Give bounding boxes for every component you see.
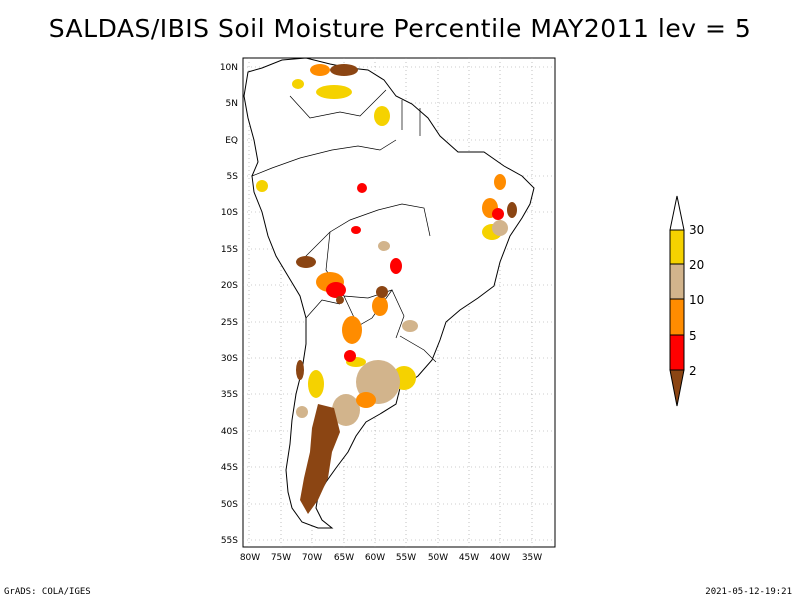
map-title: SALDAS/IBIS Soil Moisture Percentile MAY… xyxy=(48,14,752,43)
lon-labels: 80W 75W 70W 65W 60W 55W 50W 45W 40W 35W xyxy=(240,553,542,563)
legend-swatch-10-20 xyxy=(669,263,685,300)
lat-label: 35S xyxy=(221,390,238,400)
lat-label: EQ xyxy=(225,136,238,146)
lon-label: 40W xyxy=(490,553,510,563)
lon-label: 65W xyxy=(334,553,354,563)
lon-label: 35W xyxy=(522,553,542,563)
lat-label: 55S xyxy=(221,536,238,546)
lon-label: 70W xyxy=(302,553,322,563)
legend-label: 2 xyxy=(689,364,697,378)
footer-credit: GrADS: COLA/IGES xyxy=(4,587,91,597)
legend-arrow-top xyxy=(669,195,685,231)
lat-label: 50S xyxy=(221,500,238,510)
legend-swatch-2-5 xyxy=(669,334,685,371)
field-2-5 xyxy=(326,183,504,362)
lat-label: 25S xyxy=(221,318,238,328)
legend-label: 10 xyxy=(689,293,704,307)
field-20-30 xyxy=(256,79,502,398)
lat-label: 10N xyxy=(220,63,238,73)
lat-label: 45S xyxy=(221,463,238,473)
lon-label: 50W xyxy=(428,553,448,563)
percentile-field xyxy=(256,64,517,514)
color-legend xyxy=(669,195,685,407)
legend-swatch-20-30 xyxy=(669,229,685,265)
lat-label: 5S xyxy=(227,172,239,182)
lat-label: 15S xyxy=(221,245,238,255)
lon-label: 45W xyxy=(459,553,479,563)
lat-label: 30S xyxy=(221,354,238,364)
lon-label: 75W xyxy=(271,553,291,563)
field-lt-2 xyxy=(296,64,517,514)
lon-label: 60W xyxy=(365,553,385,563)
plot-frame xyxy=(242,57,556,548)
lon-label: 80W xyxy=(240,553,260,563)
legend-arrow-bottom xyxy=(669,369,685,407)
lat-label: 10S xyxy=(221,208,238,218)
lon-label: 55W xyxy=(396,553,416,563)
legend-label: 30 xyxy=(689,223,704,237)
lat-label: 40S xyxy=(221,427,238,437)
lat-labels: 10N 5N EQ 5S 10S 15S 20S 25S 30S 35S 40S… xyxy=(220,63,238,546)
footer-timestamp: 2021-05-12-19:21 xyxy=(705,587,792,597)
legend-label: 20 xyxy=(689,258,704,272)
lat-label: 5N xyxy=(226,99,238,109)
legend-swatch-5-10 xyxy=(669,298,685,336)
legend-label: 5 xyxy=(689,329,697,343)
lat-label: 20S xyxy=(221,281,238,291)
continent-outline xyxy=(243,57,535,529)
